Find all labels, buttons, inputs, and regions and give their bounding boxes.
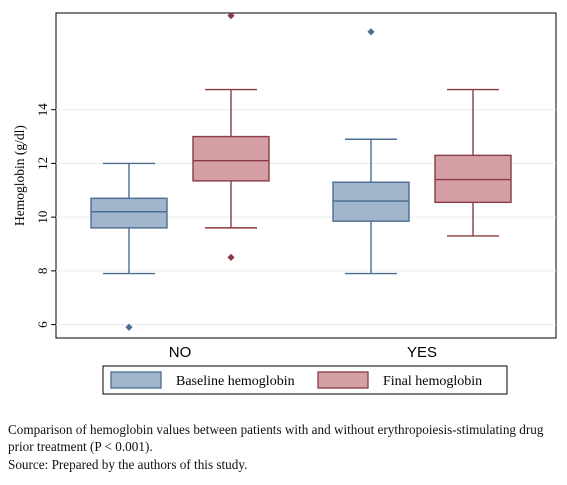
x-category-label: YES (407, 344, 437, 361)
x-category-label: NO (169, 344, 192, 361)
outlier-point (367, 28, 375, 36)
legend-box (102, 365, 508, 395)
y-tick-label: 10 (35, 211, 50, 224)
y-tick-label: 6 (35, 321, 50, 328)
figure-caption: Comparison of hemoglobin values between … (8, 422, 544, 454)
box-plot-figure: 6 8 10 12 14 Hemoglobin (g/dl) NO YES Baseline h… (12, 12, 557, 395)
outlier-point (125, 323, 133, 331)
y-axis-label: Hemoglobin (g/dl) (12, 125, 27, 226)
outlier-point (227, 12, 235, 20)
legend-label: Baseline hemoglobin (176, 374, 295, 389)
figure-source: Source: Prepared by the authors of this … (8, 457, 248, 472)
box-plot-chart: 6 8 10 12 14 Hemoglobin (g/dl) NO YES Baseline h… (12, 12, 557, 395)
y-tick-label: 14 (35, 103, 50, 117)
y-tick-label: 12 (35, 157, 50, 170)
box-iqr (90, 197, 168, 229)
legend-swatch (110, 371, 162, 389)
y-tick-label: 8 (35, 268, 50, 275)
outlier-point (227, 253, 235, 262)
legend-swatch (317, 371, 369, 389)
legend-label: Final hemoglobin (383, 374, 482, 389)
box-iqr (192, 135, 270, 182)
